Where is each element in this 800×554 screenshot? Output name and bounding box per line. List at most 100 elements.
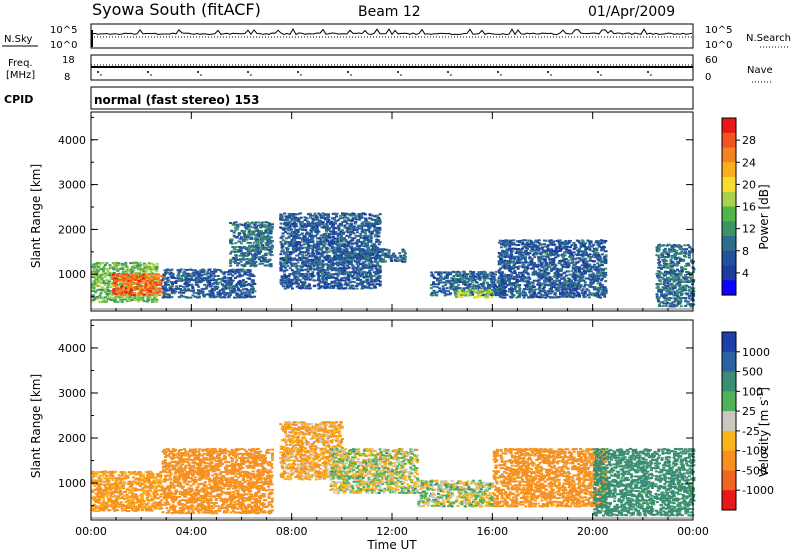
power-data-cell xyxy=(307,283,311,286)
power-data-cell xyxy=(393,258,397,261)
power-data-cell xyxy=(318,237,322,239)
power-data-cell xyxy=(525,269,529,272)
power-data-cell xyxy=(510,286,514,289)
power-data-cell xyxy=(239,248,243,251)
power-data-cell xyxy=(100,273,104,276)
power-data-cell xyxy=(548,281,552,284)
power-data-cell xyxy=(370,243,374,246)
power-data-cell xyxy=(134,279,138,281)
power-data-cell xyxy=(466,291,470,293)
power-data-cell xyxy=(518,241,521,244)
power-data-cell xyxy=(539,253,543,256)
power-data-cell xyxy=(507,256,511,259)
power-data-cell xyxy=(559,243,563,246)
power-data-cell xyxy=(216,293,220,296)
power-data-cell xyxy=(236,275,240,278)
power-data-cell xyxy=(471,289,475,292)
power-data-cell xyxy=(232,287,236,290)
power-data-cell xyxy=(348,252,352,255)
power-data-cell xyxy=(500,280,504,283)
power-data-cell xyxy=(502,285,506,288)
power-data-cell xyxy=(233,224,236,226)
power-data-cell xyxy=(235,228,239,231)
power-data-cell xyxy=(231,274,235,277)
power-data-cell xyxy=(128,281,132,284)
power-data-cell xyxy=(583,242,587,245)
power-data-cell xyxy=(225,279,229,282)
power-data-cell xyxy=(201,279,205,282)
power-data-cell xyxy=(530,246,534,249)
power-data-cell xyxy=(497,271,501,274)
power-data-cell xyxy=(237,262,241,265)
power-data-cell xyxy=(312,245,316,248)
power-data-cell xyxy=(118,277,122,279)
power-data-cell xyxy=(152,291,156,294)
power-data-cell xyxy=(443,275,447,278)
power-data-cell xyxy=(326,273,330,276)
power-data-cell xyxy=(162,274,166,277)
power-data-cell xyxy=(324,228,328,231)
power-data-cell xyxy=(527,276,531,279)
power-data-cell xyxy=(362,280,366,283)
power-data-cell xyxy=(140,270,144,273)
power-data-cell xyxy=(573,274,577,277)
power-data-cell xyxy=(165,289,168,292)
power-data-cell xyxy=(314,255,318,258)
power-data-cell xyxy=(571,261,575,264)
power-data-cell xyxy=(205,285,209,288)
power-data-cell xyxy=(313,227,317,230)
power-data-cell xyxy=(326,247,330,250)
power-data-cell xyxy=(91,284,95,287)
freq-dot xyxy=(200,74,202,76)
power-data-cell xyxy=(303,235,307,238)
power-data-cell xyxy=(568,286,572,289)
power-data-cell xyxy=(308,260,312,263)
power-data-cell xyxy=(449,282,453,285)
power-data-cell xyxy=(494,285,497,288)
power-data-cell xyxy=(203,283,206,286)
power-data-cell xyxy=(321,241,325,243)
power-data-cell xyxy=(343,267,346,270)
power-data-cell xyxy=(325,251,329,254)
power-data-cell xyxy=(320,266,324,269)
power-data-cell xyxy=(293,231,297,233)
power-data-cell xyxy=(313,212,317,215)
power-data-cell xyxy=(301,220,304,223)
power-data-cell xyxy=(149,270,153,273)
power-data-cell xyxy=(116,284,120,287)
power-data-cell xyxy=(538,282,542,285)
power-data-cell xyxy=(106,294,110,297)
power-region-7 xyxy=(455,288,495,299)
power-data-cell xyxy=(197,289,200,292)
power-data-cell xyxy=(585,260,589,263)
power-data-cell xyxy=(247,283,251,285)
power-data-cell xyxy=(287,258,291,261)
power-data-cell xyxy=(114,280,118,283)
power-data-cell xyxy=(387,252,391,255)
power-data-cell xyxy=(479,272,483,275)
power-data-cell xyxy=(105,278,109,281)
power-data-cell xyxy=(306,224,310,227)
freq-unit-label: [MHz] xyxy=(6,70,35,81)
power-data-cell xyxy=(359,236,363,239)
power-data-cell xyxy=(532,241,536,244)
power-data-cell xyxy=(473,279,477,281)
power-data-cell xyxy=(533,272,537,274)
power-data-cell xyxy=(361,223,365,226)
power-data-cell xyxy=(282,229,286,231)
power-data-cell xyxy=(301,232,304,235)
power-data-cell xyxy=(600,286,604,289)
power-data-cell xyxy=(218,293,222,296)
power-data-cell xyxy=(378,280,382,283)
power-data-cell xyxy=(552,261,555,264)
power-data-cell xyxy=(154,285,158,288)
power-data-cell xyxy=(506,284,510,287)
power-data-cell xyxy=(294,282,298,285)
power-data-cell xyxy=(237,234,241,236)
power-data-cell xyxy=(596,252,600,254)
power-data-cell xyxy=(362,286,366,289)
power-data-cell xyxy=(330,247,334,249)
power-data-cell xyxy=(245,291,249,294)
power-data-cell xyxy=(285,276,288,279)
power-data-cell xyxy=(215,295,219,298)
